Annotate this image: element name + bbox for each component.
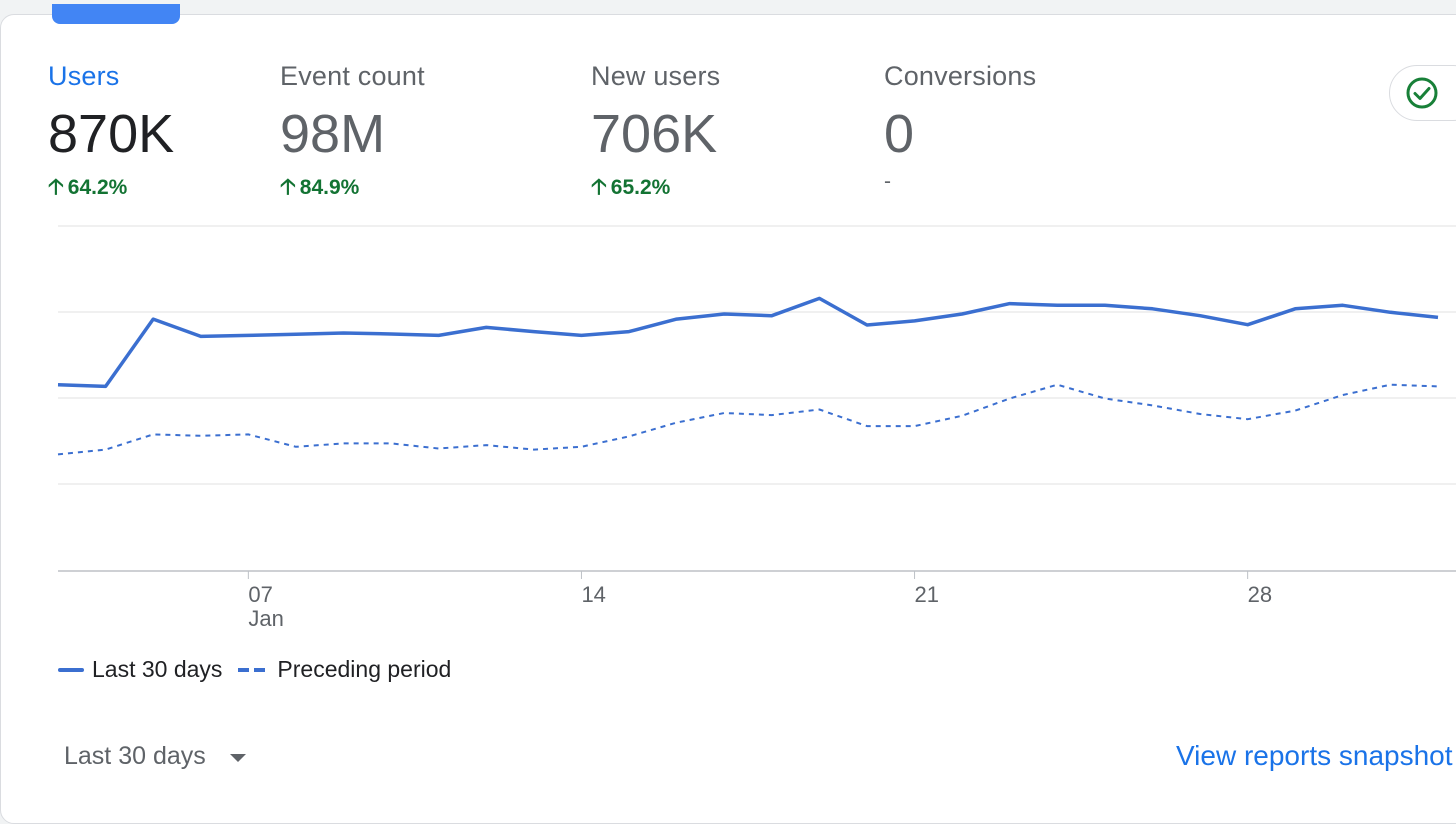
metric-change: - xyxy=(884,170,891,193)
legend-solid-swatch xyxy=(58,667,84,672)
metric-event-count[interactable]: Event count 98M 🡡 84.9% xyxy=(280,61,425,208)
series-line-preceding-period xyxy=(57,383,1439,456)
metric-change: 🡡 84.9% xyxy=(280,174,360,199)
chart-legend: Last 30 days Preceding period xyxy=(58,656,451,683)
metric-change: 🡡 65.2% xyxy=(591,174,671,199)
x-tick-label: 21 xyxy=(915,582,939,607)
metric-new-users[interactable]: New users 706K 🡡 65.2% xyxy=(591,61,720,208)
series-line-last-30-days xyxy=(57,296,1439,389)
arrow-up-icon: 🡡 xyxy=(591,174,607,199)
metric-value: 0 xyxy=(884,104,915,164)
metric-users[interactable]: Users 870K 🡡 64.2% xyxy=(48,61,174,208)
metric-change: 🡡 64.2% xyxy=(48,174,128,199)
metric-value: 98M xyxy=(280,104,386,164)
dropdown-caret-icon xyxy=(229,753,246,762)
x-tick-label: 14 xyxy=(581,582,605,607)
selected-tab-indicator xyxy=(52,4,180,24)
insights-check-button[interactable] xyxy=(1389,65,1456,121)
date-range-label: Last 30 days xyxy=(64,742,206,770)
arrow-up-icon: 🡡 xyxy=(280,174,296,199)
x-tick-label: Jan xyxy=(248,606,283,631)
metric-label: Event count xyxy=(280,61,425,91)
date-range-dropdown[interactable]: Last 30 days xyxy=(64,742,246,771)
metric-label: New users xyxy=(591,61,721,91)
x-tick-label: 07 xyxy=(248,582,272,607)
metric-label: Users xyxy=(48,61,120,91)
metric-value: 870K xyxy=(48,104,175,164)
legend-label-current: Last 30 days xyxy=(92,656,223,682)
metric-conversions[interactable]: Conversions 0 - xyxy=(884,61,1036,194)
metric-value: 706K xyxy=(591,104,718,164)
overview-card xyxy=(0,14,1456,824)
metric-label: Conversions xyxy=(884,61,1037,91)
check-circle-icon xyxy=(1406,77,1438,109)
legend-dashed-swatch xyxy=(238,667,266,672)
x-tick-label: 28 xyxy=(1248,582,1272,607)
view-reports-snapshot-link[interactable]: View reports snapshot xyxy=(1176,740,1453,771)
legend-label-previous: Preceding period xyxy=(277,656,452,682)
arrow-up-icon: 🡡 xyxy=(48,174,64,199)
